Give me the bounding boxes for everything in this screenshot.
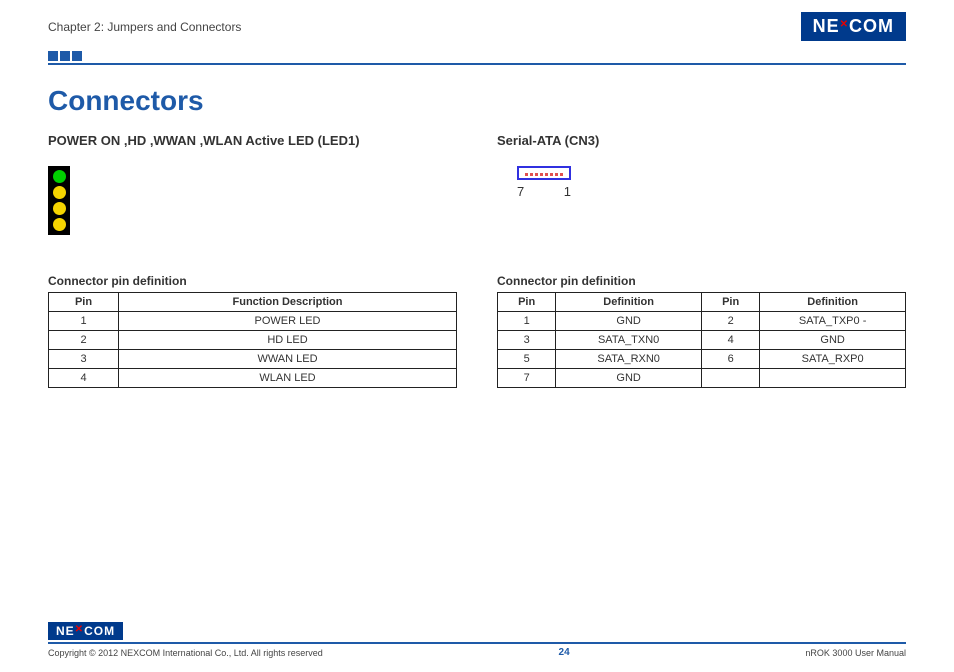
- footer-separator: [48, 642, 906, 644]
- sata-pin-table: Pin Definition Pin Definition 1GND 2SATA…: [497, 292, 906, 388]
- logo-text-post: COM: [849, 16, 894, 37]
- page-title: Connectors: [48, 85, 906, 117]
- manual-name: nROK 3000 User Manual: [805, 648, 906, 658]
- logo-dot-icon: ✕: [75, 624, 84, 635]
- led-diagram: [48, 166, 70, 235]
- th-func: Function Description: [119, 293, 457, 312]
- led-4-icon: [53, 218, 66, 231]
- table-row: 3WWAN LED: [49, 350, 457, 369]
- logo-dot-icon: ✕: [840, 19, 849, 30]
- th-def: Definition: [556, 293, 702, 312]
- decorative-squares: [0, 47, 954, 61]
- footer: NE✕COM Copyright © 2012 NEXCOM Internati…: [48, 622, 906, 658]
- chapter-title: Chapter 2: Jumpers and Connectors: [48, 20, 241, 34]
- sata-pin-1-label: 1: [564, 184, 571, 199]
- table-row: 3SATA_TXN0 4GND: [498, 331, 906, 350]
- table-row: 1GND 2SATA_TXP0 -: [498, 312, 906, 331]
- header-logo: NE✕COM: [801, 12, 906, 41]
- table-row: 7GND: [498, 369, 906, 388]
- th-pin: Pin: [702, 293, 760, 312]
- th-def: Definition: [760, 293, 906, 312]
- sata-diagram: 7 1: [517, 166, 571, 199]
- sata-section: Serial-ATA (CN3) 7 1 Connector pin defin…: [497, 133, 906, 388]
- th-pin: Pin: [49, 293, 119, 312]
- sata-table-caption: Connector pin definition: [497, 274, 906, 288]
- led-table-caption: Connector pin definition: [48, 274, 457, 288]
- sata-heading: Serial-ATA (CN3): [497, 133, 906, 148]
- th-pin: Pin: [498, 293, 556, 312]
- led-section: POWER ON ,HD ,WWAN ,WLAN Active LED (LED…: [48, 133, 457, 388]
- page-number: 24: [559, 647, 570, 658]
- copyright-text: Copyright © 2012 NEXCOM International Co…: [48, 648, 323, 658]
- led-2-icon: [53, 186, 66, 199]
- table-row: 4WLAN LED: [49, 369, 457, 388]
- led-1-icon: [53, 170, 66, 183]
- logo-text-pre: NE: [813, 16, 840, 37]
- led-pin-table: Pin Function Description 1POWER LED 2HD …: [48, 292, 457, 388]
- sata-pin-7-label: 7: [517, 184, 524, 199]
- footer-logo: NE✕COM: [48, 622, 123, 640]
- table-row: 5SATA_RXN0 6SATA_RXP0: [498, 350, 906, 369]
- table-row: 2HD LED: [49, 331, 457, 350]
- sata-connector-icon: [517, 166, 571, 180]
- table-row: 1POWER LED: [49, 312, 457, 331]
- led-3-icon: [53, 202, 66, 215]
- led-heading: POWER ON ,HD ,WWAN ,WLAN Active LED (LED…: [48, 133, 457, 148]
